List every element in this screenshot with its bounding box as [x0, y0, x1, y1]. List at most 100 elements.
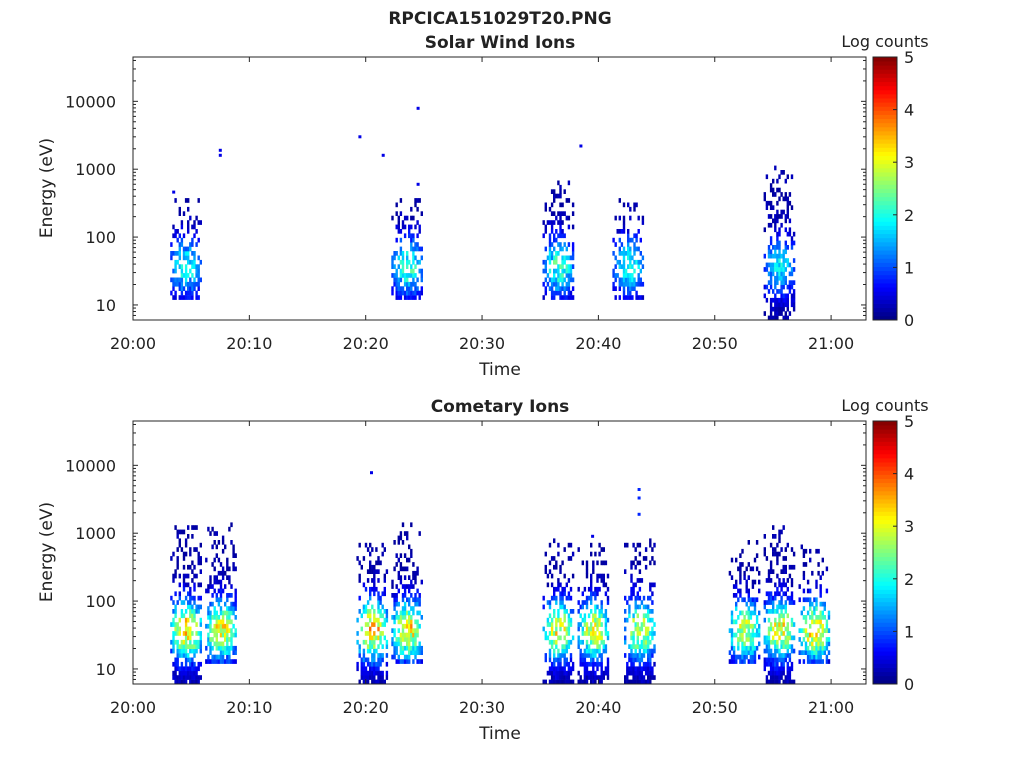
spectrogram-cell: [559, 224, 562, 230]
spectrogram-cell: [228, 654, 231, 660]
spectrogram-cell: [371, 644, 374, 649]
spectrogram-cell: [414, 224, 417, 230]
spectrogram-cell: [373, 622, 376, 627]
spectrogram-cell: [176, 237, 179, 243]
spectrogram-cell: [640, 644, 644, 649]
spectrogram-cell: [651, 648, 654, 654]
spectrogram-cell: [642, 617, 646, 623]
spectrogram-cell: [755, 566, 759, 572]
spectrogram-cell: [178, 595, 181, 601]
spectrogram-cell: [644, 547, 648, 552]
spectrogram-cell: [199, 595, 202, 601]
spectrogram-cell: [790, 547, 794, 552]
spectrogram-cell: [728, 659, 732, 664]
colorbar-segment: [873, 233, 897, 239]
spectrogram-cell: [569, 595, 573, 601]
spectrogram-cell: [371, 679, 374, 685]
spectrogram-cell: [399, 259, 403, 265]
spectrogram-cell: [180, 281, 184, 287]
spectrogram-cell: [590, 661, 593, 667]
spectrogram-cell: [780, 297, 783, 303]
spectrogram-cell: [632, 591, 635, 597]
spectrogram-cell: [626, 666, 629, 672]
spectrogram-cell: [817, 570, 820, 576]
colorbar-segment: [873, 122, 897, 128]
spectrogram-cell: [592, 617, 595, 623]
spectrogram-cell: [749, 623, 753, 629]
spectrogram-cell: [193, 586, 196, 592]
spectrogram-cell: [745, 610, 748, 616]
spectrogram-cell: [792, 635, 796, 641]
colorbar-segment: [873, 287, 897, 292]
spectrogram-cell: [381, 613, 384, 619]
plot-frame: [132, 56, 867, 321]
spectrogram-cell: [769, 187, 773, 193]
spectrogram-cell: [397, 255, 400, 261]
colorbar-segment: [873, 291, 897, 296]
spectrogram-cell: [548, 639, 552, 645]
spectrogram-cell: [585, 639, 589, 645]
spectrogram-cell: [786, 626, 789, 632]
spectrogram-cell: [782, 170, 785, 175]
spectrogram-cell: [565, 264, 568, 269]
spectrogram-cell: [809, 557, 812, 563]
spectrogram-cell: [776, 231, 779, 237]
spectrogram-cell: [815, 606, 818, 611]
spectrogram-cell: [209, 615, 212, 620]
spectrogram-cell: [815, 615, 818, 620]
spectrogram-cell: [626, 675, 629, 680]
spectrogram-cell: [195, 290, 198, 296]
spectrogram-cell: [189, 586, 192, 592]
spectrogram-cell: [197, 264, 200, 269]
spectrogram-cell: [778, 529, 781, 535]
spectrogram-cell: [772, 604, 775, 610]
colorbar-segment: [873, 536, 897, 541]
spectrogram-cell: [406, 619, 409, 625]
spectrogram-cell: [550, 556, 554, 561]
spectrogram-cell: [815, 659, 818, 664]
spectrogram-cell: [583, 600, 587, 605]
spectrogram-cell: [600, 609, 603, 614]
spectrogram-cell: [362, 657, 366, 663]
spectrogram-cell: [178, 675, 181, 680]
spectrogram-cell: [647, 648, 650, 654]
spectrogram-cell: [418, 601, 421, 607]
spectrogram-cell: [180, 268, 184, 274]
spectrogram-cell: [178, 286, 181, 291]
spectrogram-cell: [195, 525, 198, 530]
spectrogram-cell: [583, 586, 587, 592]
spectrogram-cell: [590, 675, 593, 680]
spectrogram-cell: [199, 277, 202, 283]
spectrogram-cell: [228, 615, 231, 620]
spectrogram-cell: [647, 635, 650, 641]
colorbar-segment: [873, 577, 897, 582]
spectrogram-cell: [180, 290, 184, 296]
spectrogram-cell: [373, 679, 376, 685]
spectrogram-cell: [546, 617, 550, 623]
spectrogram-cell: [565, 295, 568, 300]
spectrogram-cell: [406, 264, 409, 269]
spectrogram-cell: [774, 302, 777, 308]
spectrogram-cell: [217, 540, 221, 545]
spectrogram-cell: [772, 218, 775, 224]
spectrogram-cell: [585, 666, 589, 672]
spectrogram-cell: [741, 632, 744, 638]
spectrogram-cell: [561, 211, 564, 216]
spectrogram-cell: [172, 661, 175, 667]
spectrogram-cell: [399, 237, 403, 243]
spectrogram-cell: [174, 569, 177, 574]
spectrogram-cell: [199, 622, 202, 627]
spectrogram-cell: [630, 670, 633, 676]
colorbar-segment: [873, 511, 897, 516]
spectrogram-cell: [395, 659, 398, 664]
spectrogram-cell: [224, 659, 227, 664]
spectrogram-cell: [410, 628, 413, 633]
spectrogram-cell: [213, 557, 216, 563]
spectrogram-cell: [640, 639, 644, 645]
spectrogram-cell: [772, 600, 775, 605]
spectrogram-cell: [825, 645, 829, 651]
spectrogram-cell: [176, 560, 179, 566]
spectrogram-cell: [628, 644, 631, 649]
spectrogram-cell: [397, 588, 400, 594]
spectrogram-cell: [616, 259, 619, 265]
